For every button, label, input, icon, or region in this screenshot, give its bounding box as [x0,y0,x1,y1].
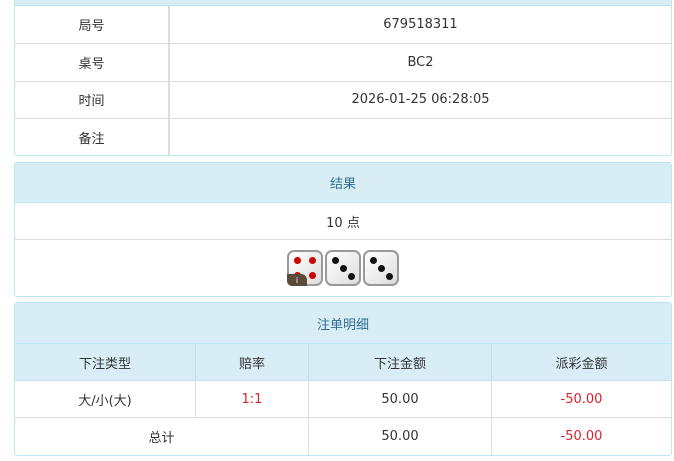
info-value: BC2 [170,44,671,82]
info-label: 时间 [15,81,170,119]
col-odds: 赔率 [196,344,309,381]
info-label: 桌号 [15,43,170,82]
die-pip [339,264,347,272]
result-title: 结果 [15,163,671,203]
die-pip [369,256,377,264]
info-value: 679518311 [170,6,671,44]
col-payout: 派彩金额 [492,344,671,381]
bet-odds: 1:1 [196,381,309,418]
col-bet-amount: 下注金额 [309,344,492,381]
die-pip [308,271,316,279]
die-pip [294,257,302,265]
panel-header [15,0,671,6]
die-pip [331,256,339,264]
info-label: 备注 [15,118,170,155]
die-3 [325,250,361,286]
col-bet-type: 下注类型 [15,344,196,381]
die-pip [377,264,385,272]
die-pip [385,272,393,280]
info-value: 2026-01-25 06:28:05 [170,81,671,119]
die-pip [308,257,316,265]
info-icon[interactable]: i [287,274,307,286]
die-3 [363,250,399,286]
dice-row: i [15,240,671,296]
total-payout: -50.00 [560,429,603,444]
info-label: 局号 [15,6,170,44]
bet-details-panel: 注单明细 下注类型 赔率 下注金额 派彩金额 大/小(大) 1:1 50.00 … [14,302,672,456]
bet-amount: 50.00 [309,381,492,418]
result-points: 10 点 [15,203,671,240]
result-panel: 结果 10 点 i [14,162,672,297]
bet-details-title: 注单明细 [15,303,671,344]
bet-type: 大/小(大) [15,381,196,418]
total-amount: 50.00 [309,418,492,455]
die-4: i [287,250,323,286]
die-pip [347,272,355,280]
info-value [170,119,671,156]
total-label: 总计 [15,418,309,455]
bet-payout: -50.00 [492,381,671,418]
round-info-panel: 局号 679518311 桌号 BC2 时间 2026-01-25 06:28:05… [14,0,672,156]
